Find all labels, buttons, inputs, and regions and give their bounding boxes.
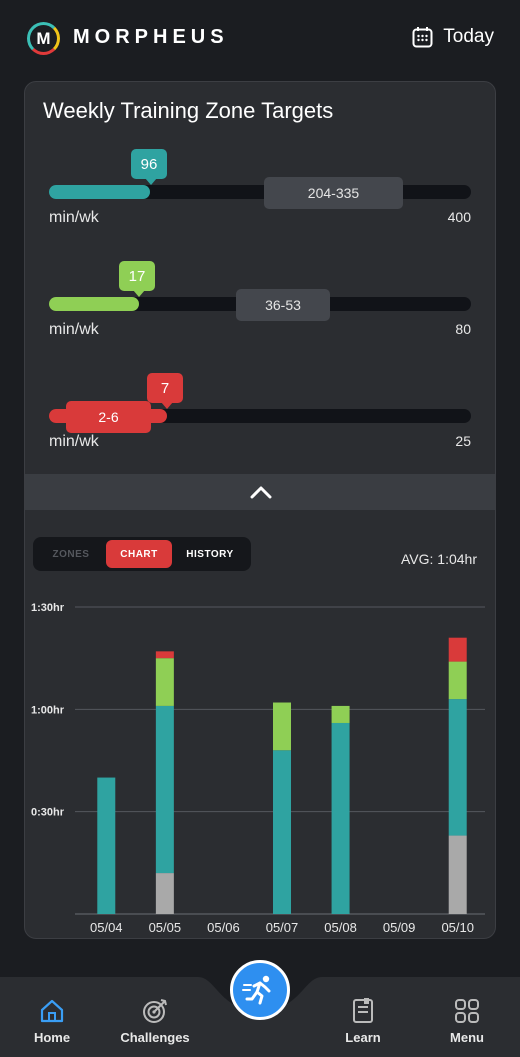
x-tick-label: 05/06 bbox=[207, 920, 240, 935]
bar-segment bbox=[448, 699, 467, 836]
zone-max: 25 bbox=[455, 433, 471, 449]
bar-segment bbox=[273, 702, 291, 751]
view-segmented-control: ZONES CHART HISTORY bbox=[33, 537, 251, 571]
tab-history[interactable]: HISTORY bbox=[186, 548, 234, 560]
x-tick-label: 05/04 bbox=[90, 920, 123, 935]
zone-slider-2: 36-53 17 min/wk 80 bbox=[49, 194, 471, 338]
app-header: M MORPHEUS Today bbox=[0, 0, 520, 80]
bar-segment bbox=[448, 835, 467, 914]
zone-target-range: 36-53 bbox=[236, 289, 330, 321]
y-tick-label: 0:30hr bbox=[31, 807, 65, 819]
zone-max: 400 bbox=[447, 209, 471, 225]
book-icon bbox=[353, 998, 373, 1023]
training-chart: 0:30hr 1:00hr 1:30hr 05/04 05/05 05/06 05/07 05… bbox=[31, 602, 485, 935]
card-title: Weekly Training Zone Targets bbox=[43, 98, 334, 123]
nav-learn[interactable]: Learn bbox=[318, 977, 408, 1057]
zone-max: 80 bbox=[455, 321, 471, 337]
tab-chart[interactable]: CHART bbox=[106, 540, 172, 568]
zone-unit: min/wk bbox=[49, 433, 99, 450]
tab-zones[interactable]: ZONES bbox=[52, 548, 90, 560]
zone-unit: min/wk bbox=[49, 209, 99, 226]
nav-menu[interactable]: Menu bbox=[422, 977, 512, 1057]
zone-fill bbox=[49, 297, 139, 311]
bar-segment bbox=[331, 722, 350, 914]
zone-target-range: 204-335 bbox=[264, 177, 403, 209]
start-workout-button[interactable] bbox=[230, 960, 290, 1020]
x-tick-label: 05/09 bbox=[383, 920, 416, 935]
zone-current-bubble: 7 bbox=[147, 373, 183, 409]
bar-segment bbox=[155, 651, 174, 659]
x-tick-label: 05/07 bbox=[266, 920, 299, 935]
date-label: Today bbox=[443, 26, 494, 47]
bar-segment bbox=[448, 637, 467, 662]
average-label: AVG: 1:04hr bbox=[400, 551, 477, 567]
chevron-up-icon bbox=[250, 486, 272, 499]
zone-track: 204-335 bbox=[49, 177, 471, 209]
x-tick-label: 05/08 bbox=[324, 920, 357, 935]
zone-slider-3: 2-6 7 min/wk 25 bbox=[49, 306, 471, 450]
nav-label: Home bbox=[33, 1030, 71, 1045]
brand-name: MORPHEUS bbox=[73, 26, 229, 48]
zone-current-bubble: 96 bbox=[131, 149, 167, 185]
logo-letter: M bbox=[36, 28, 51, 48]
nav-label: Menu bbox=[450, 1030, 484, 1045]
zone-fill bbox=[49, 185, 150, 199]
collapse-button[interactable] bbox=[25, 474, 495, 510]
target-icon bbox=[143, 999, 167, 1023]
bar-segment bbox=[155, 705, 174, 874]
y-tick-label: 1:30hr bbox=[31, 602, 65, 614]
zone-slider-1: 204-335 96 min/wk 400 bbox=[49, 82, 471, 226]
bar-segment bbox=[97, 777, 116, 914]
bar-segment bbox=[155, 873, 174, 914]
zone-current-bubble: 17 bbox=[119, 261, 155, 297]
date-selector[interactable]: Today bbox=[412, 26, 494, 48]
training-zone-card: Weekly Training Zone Targets 204-335 96 … bbox=[24, 81, 496, 939]
runner-icon bbox=[242, 975, 271, 1005]
morpheus-logo-icon: M bbox=[27, 22, 60, 55]
bar-segment bbox=[331, 705, 350, 723]
bar-segment bbox=[155, 658, 174, 706]
bar-segment bbox=[273, 750, 291, 914]
nav-label: Challenges bbox=[120, 1030, 190, 1045]
nav-label: Learn bbox=[345, 1030, 381, 1045]
y-tick-label: 1:00hr bbox=[31, 704, 65, 716]
nav-home[interactable]: Home bbox=[7, 977, 97, 1057]
zone-track: 36-53 bbox=[49, 289, 471, 321]
x-tick-label: 05/05 bbox=[149, 920, 182, 935]
zone-track: 2-6 bbox=[49, 401, 471, 433]
zone-unit: min/wk bbox=[49, 321, 99, 338]
calendar-icon bbox=[412, 27, 433, 48]
home-icon bbox=[40, 999, 64, 1023]
grid-icon bbox=[455, 999, 479, 1023]
x-tick-label: 05/10 bbox=[441, 920, 474, 935]
zone-target-range: 2-6 bbox=[66, 401, 151, 433]
bar-segment bbox=[448, 661, 467, 700]
nav-challenges[interactable]: Challenges bbox=[110, 977, 200, 1057]
